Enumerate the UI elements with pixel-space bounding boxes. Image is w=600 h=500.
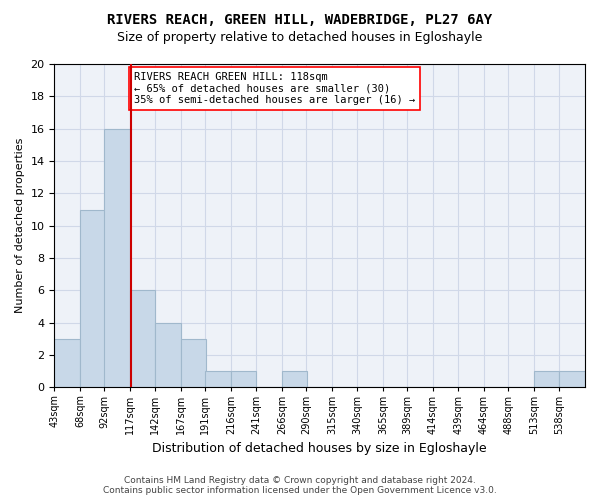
Bar <box>130 290 155 388</box>
Bar <box>80 210 106 388</box>
Bar <box>205 372 231 388</box>
Y-axis label: Number of detached properties: Number of detached properties <box>15 138 25 314</box>
Bar <box>181 339 206 388</box>
Text: RIVERS REACH, GREEN HILL, WADEBRIDGE, PL27 6AY: RIVERS REACH, GREEN HILL, WADEBRIDGE, PL… <box>107 12 493 26</box>
Bar <box>231 372 256 388</box>
Bar <box>534 372 559 388</box>
Text: RIVERS REACH GREEN HILL: 118sqm
← 65% of detached houses are smaller (30)
35% of: RIVERS REACH GREEN HILL: 118sqm ← 65% of… <box>134 72 415 106</box>
Bar <box>55 339 80 388</box>
Bar <box>104 128 130 388</box>
Bar <box>155 323 181 388</box>
Text: Size of property relative to detached houses in Egloshayle: Size of property relative to detached ho… <box>118 31 482 44</box>
Bar <box>559 372 585 388</box>
Text: Contains HM Land Registry data © Crown copyright and database right 2024.
Contai: Contains HM Land Registry data © Crown c… <box>103 476 497 495</box>
X-axis label: Distribution of detached houses by size in Egloshayle: Distribution of detached houses by size … <box>152 442 487 455</box>
Bar <box>282 372 307 388</box>
